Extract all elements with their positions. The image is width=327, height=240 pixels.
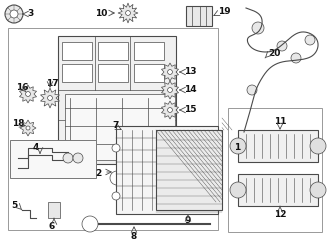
Text: 8: 8 bbox=[131, 232, 137, 240]
Circle shape bbox=[252, 22, 264, 34]
Text: 10: 10 bbox=[95, 8, 107, 18]
Bar bbox=[62, 64, 92, 82]
Bar bbox=[228, 108, 322, 232]
Text: 20: 20 bbox=[268, 49, 280, 59]
Text: 19: 19 bbox=[218, 7, 231, 17]
Bar bbox=[65, 94, 175, 160]
Bar bbox=[156, 130, 222, 210]
Circle shape bbox=[310, 182, 326, 198]
Circle shape bbox=[5, 5, 23, 23]
Bar bbox=[10, 140, 96, 178]
Text: 5: 5 bbox=[12, 202, 18, 210]
Text: 9: 9 bbox=[185, 216, 191, 225]
Text: 2: 2 bbox=[96, 169, 102, 179]
Circle shape bbox=[110, 171, 124, 185]
Polygon shape bbox=[162, 81, 179, 99]
Text: 15: 15 bbox=[184, 106, 197, 114]
Circle shape bbox=[73, 153, 83, 163]
Circle shape bbox=[112, 192, 120, 200]
Circle shape bbox=[82, 216, 98, 232]
Text: 13: 13 bbox=[184, 67, 197, 77]
Circle shape bbox=[112, 144, 120, 152]
Polygon shape bbox=[19, 85, 37, 103]
Text: 17: 17 bbox=[46, 79, 59, 89]
Circle shape bbox=[26, 92, 30, 96]
Bar bbox=[8, 28, 218, 230]
Circle shape bbox=[247, 85, 257, 95]
Polygon shape bbox=[41, 88, 60, 108]
Bar bbox=[238, 174, 318, 206]
Text: 3: 3 bbox=[27, 10, 33, 18]
Text: 18: 18 bbox=[12, 120, 25, 128]
Circle shape bbox=[230, 182, 246, 198]
Circle shape bbox=[305, 35, 315, 45]
Bar bbox=[118, 130, 130, 148]
Bar bbox=[98, 42, 128, 60]
Circle shape bbox=[10, 10, 18, 18]
Text: 7: 7 bbox=[113, 121, 119, 131]
Text: 4: 4 bbox=[33, 144, 39, 152]
Polygon shape bbox=[20, 120, 36, 136]
Circle shape bbox=[126, 11, 130, 15]
Bar bbox=[186, 6, 212, 26]
Bar bbox=[58, 36, 176, 164]
Text: 1: 1 bbox=[234, 144, 240, 152]
Circle shape bbox=[168, 108, 172, 112]
Circle shape bbox=[310, 138, 326, 154]
Text: 16: 16 bbox=[16, 84, 28, 92]
Bar bbox=[238, 130, 318, 162]
Polygon shape bbox=[162, 101, 179, 119]
Bar bbox=[98, 64, 128, 82]
Bar bbox=[134, 42, 164, 60]
Bar bbox=[62, 42, 92, 60]
Bar bbox=[116, 126, 218, 214]
Text: 14: 14 bbox=[184, 85, 197, 95]
Circle shape bbox=[291, 53, 301, 63]
Text: 11: 11 bbox=[274, 117, 286, 126]
Polygon shape bbox=[162, 63, 179, 81]
Circle shape bbox=[168, 88, 172, 92]
Circle shape bbox=[168, 70, 172, 74]
Polygon shape bbox=[118, 3, 138, 23]
Text: 12: 12 bbox=[274, 210, 286, 219]
Text: 6: 6 bbox=[49, 222, 55, 231]
Circle shape bbox=[48, 96, 52, 100]
Circle shape bbox=[63, 153, 73, 163]
Circle shape bbox=[277, 41, 287, 51]
Bar bbox=[48, 202, 60, 218]
Circle shape bbox=[230, 138, 246, 154]
Circle shape bbox=[26, 126, 30, 130]
Bar bbox=[134, 64, 164, 82]
